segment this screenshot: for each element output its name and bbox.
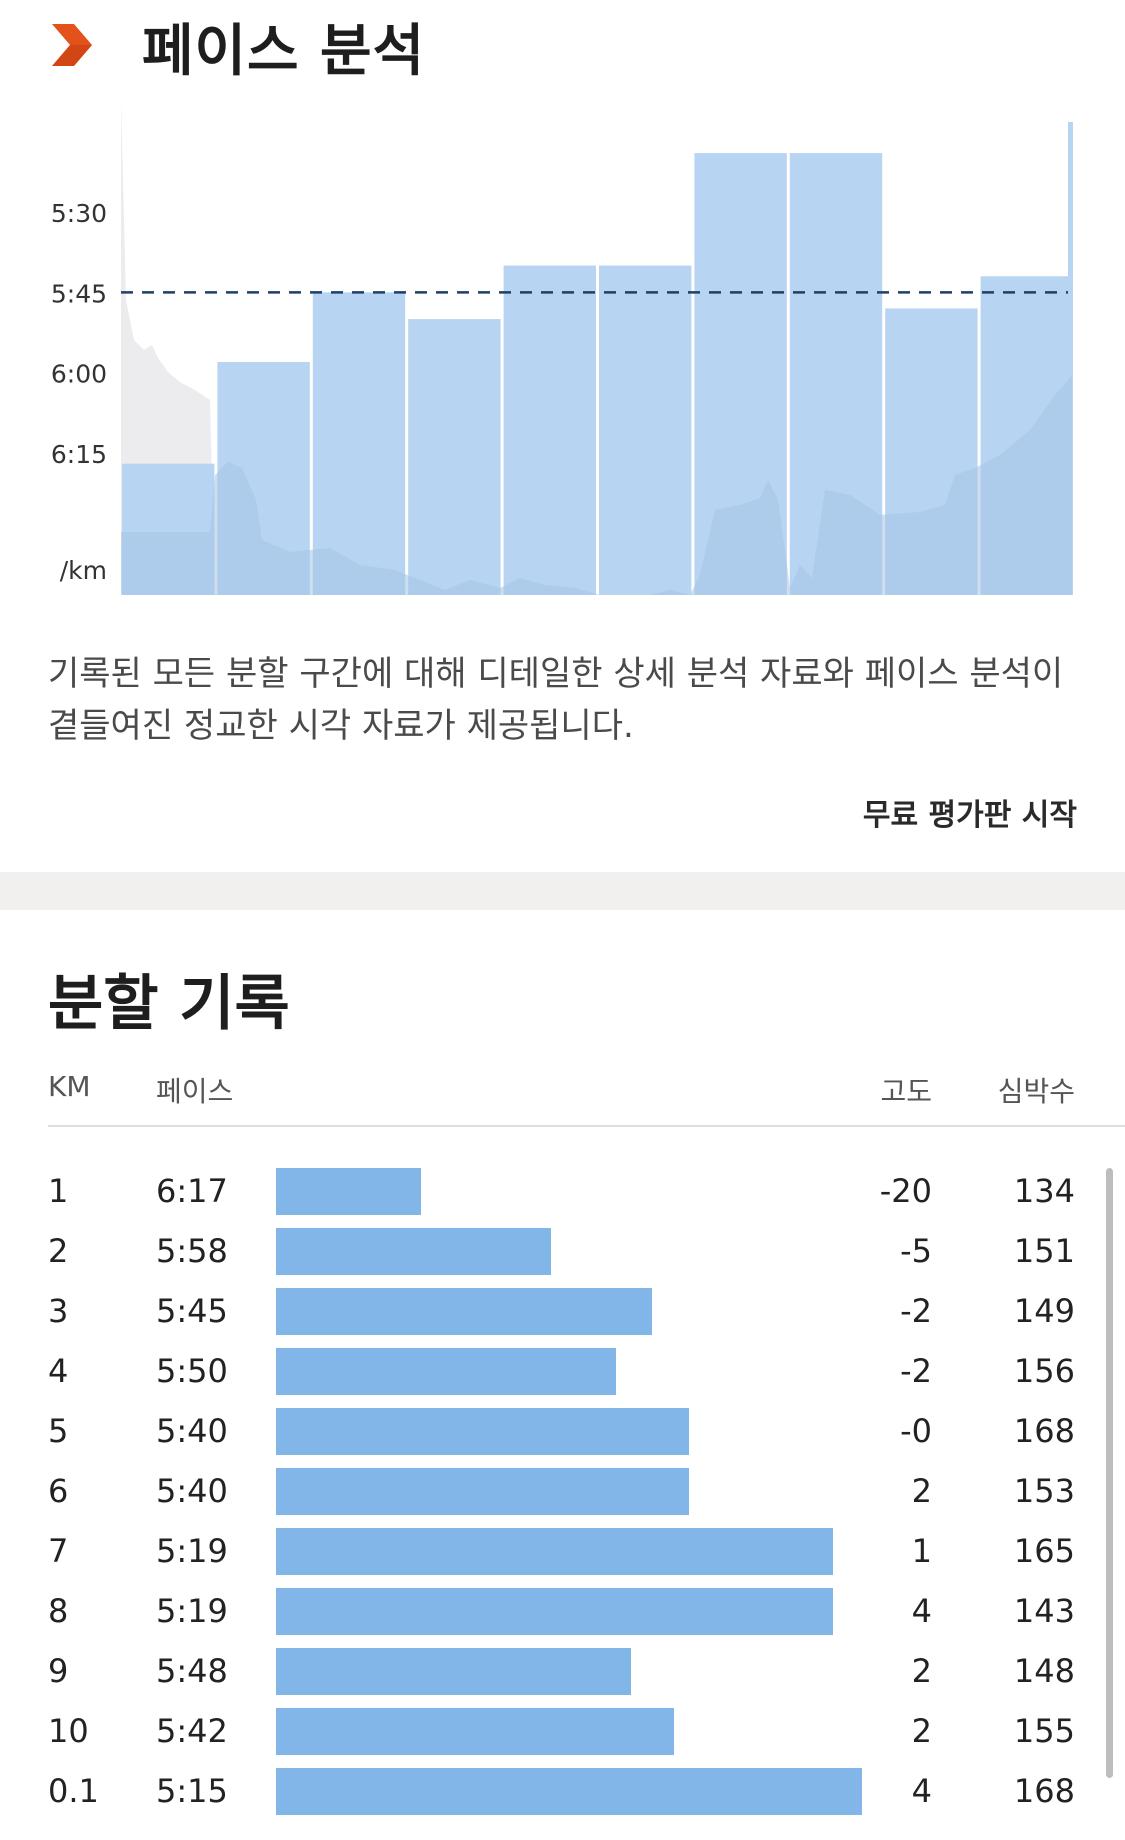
splits-title: 분할 기록 [48, 969, 290, 1039]
column-header-pace: 페이스 [156, 1075, 234, 1108]
split-km: 2 [48, 1232, 69, 1270]
split-row: 2 5:58 -5 151 [0, 1220, 1125, 1280]
y-unit-label: /km [60, 556, 107, 585]
y-tick-label: 5:30 [51, 199, 107, 228]
split-row: 3 5:45 -2 149 [0, 1280, 1125, 1340]
split-km: 10 [48, 1712, 89, 1750]
split-km: 3 [48, 1292, 69, 1330]
split-pace: 5:42 [156, 1712, 228, 1750]
split-km: 1 [48, 1172, 69, 1210]
split-row: 6 5:40 2 153 [0, 1460, 1125, 1520]
split-km: 0.1 [48, 1772, 99, 1810]
split-pace-bar [276, 1708, 674, 1755]
split-km: 4 [48, 1352, 69, 1390]
split-pace: 6:17 [156, 1172, 228, 1210]
split-heart-rate: 165 [1013, 1532, 1075, 1570]
split-pace-bar [276, 1348, 616, 1395]
pace-bar-km-4 [408, 319, 501, 595]
split-elevation: 1 [911, 1532, 932, 1570]
split-pace: 5:48 [156, 1652, 228, 1690]
y-tick-label: 6:15 [51, 440, 107, 469]
pace-bar-km-5 [503, 265, 596, 595]
pace-bar-km-0.1 [1068, 122, 1073, 595]
split-heart-rate: 153 [1013, 1472, 1075, 1510]
split-elevation: -2 [900, 1292, 932, 1330]
split-km: 7 [48, 1532, 69, 1570]
split-pace-bar [276, 1528, 833, 1575]
split-pace: 5:50 [156, 1352, 228, 1390]
start-free-trial-button[interactable]: 무료 평가판 시작 [862, 798, 1077, 833]
page-title: 페이스 분석 [142, 19, 426, 84]
split-pace: 5:19 [156, 1592, 228, 1630]
split-elevation: 2 [911, 1712, 932, 1750]
pace-chart-svg: 5:30 5:45 6:00 6:15/km [51, 100, 1073, 595]
split-row: 4 5:50 -2 156 [0, 1340, 1125, 1400]
pace-analysis-description: 기록된 모든 분할 구간에 대해 디테일한 상세 분석 자료와 페이스 분석이 … [48, 654, 1064, 746]
split-km: 6 [48, 1472, 69, 1510]
split-pace-bar [276, 1408, 689, 1455]
split-elevation: -20 [879, 1172, 932, 1210]
column-header-heart-rate: 심박수 [997, 1075, 1075, 1108]
split-elevation: -2 [900, 1352, 932, 1390]
heart-rate-area [121, 376, 1072, 595]
split-pace-bar [276, 1168, 421, 1215]
split-row: 0.1 5:15 4 168 [0, 1760, 1125, 1820]
split-elevation: -5 [900, 1232, 932, 1270]
split-pace-bar [276, 1228, 551, 1275]
split-pace: 5:15 [156, 1772, 228, 1810]
split-heart-rate: 148 [1013, 1652, 1075, 1690]
header-divider [48, 1125, 1125, 1127]
split-heart-rate: 134 [1013, 1172, 1075, 1210]
y-tick-label: 6:00 [51, 360, 107, 389]
split-km: 5 [48, 1412, 69, 1450]
split-heart-rate: 143 [1013, 1592, 1075, 1630]
page-header: 페이스 분석 [0, 0, 1125, 90]
scrollbar[interactable] [1106, 1168, 1113, 1778]
pace-bar-km-6 [599, 265, 692, 595]
split-elevation: 4 [911, 1772, 932, 1810]
split-row: 8 5:19 4 143 [0, 1580, 1125, 1640]
split-row: 10 5:42 2 155 [0, 1700, 1125, 1760]
split-pace-bar [276, 1468, 689, 1515]
section-divider [0, 872, 1125, 910]
split-pace: 5:40 [156, 1472, 228, 1510]
split-heart-rate: 155 [1013, 1712, 1075, 1750]
chevron-right-icon [52, 24, 92, 66]
split-pace-bar [276, 1288, 652, 1335]
pace-bar-km-3 [312, 292, 406, 595]
split-elevation: -0 [900, 1412, 932, 1450]
split-elevation: 2 [911, 1472, 932, 1510]
split-heart-rate: 156 [1013, 1352, 1075, 1390]
pace-chart: 5:30 5:45 6:00 6:15/km [0, 100, 1125, 620]
split-pace: 5:19 [156, 1532, 228, 1570]
split-pace: 5:45 [156, 1292, 228, 1330]
column-header-km: KM [48, 1070, 91, 1103]
split-row: 5 5:40 -0 168 [0, 1400, 1125, 1460]
split-pace-bar [276, 1648, 631, 1695]
split-km: 9 [48, 1652, 69, 1690]
split-row: 9 5:48 2 148 [0, 1640, 1125, 1700]
split-heart-rate: 168 [1013, 1412, 1075, 1450]
y-tick-label: 5:45 [51, 279, 107, 308]
split-pace: 5:58 [156, 1232, 228, 1270]
split-pace-bar [276, 1768, 862, 1815]
split-pace-bar [276, 1588, 833, 1635]
split-heart-rate: 168 [1013, 1772, 1075, 1810]
split-heart-rate: 151 [1013, 1232, 1075, 1270]
split-row: 7 5:19 1 165 [0, 1520, 1125, 1580]
split-elevation: 2 [911, 1652, 932, 1690]
split-heart-rate: 149 [1013, 1292, 1075, 1330]
split-row: 1 6:17 -20 134 [0, 1160, 1125, 1220]
column-header-elevation: 고도 [880, 1075, 932, 1108]
split-pace: 5:40 [156, 1412, 228, 1450]
split-km: 8 [48, 1592, 69, 1630]
split-elevation: 4 [911, 1592, 932, 1630]
